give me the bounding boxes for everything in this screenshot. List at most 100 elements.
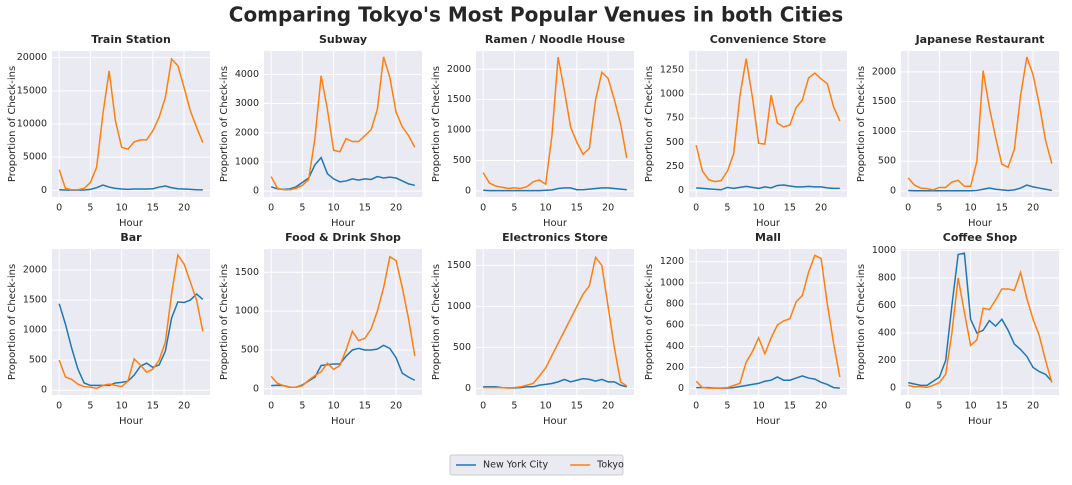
- y-tick-label: 200: [878, 355, 896, 366]
- y-tick-label: 2000: [235, 127, 259, 138]
- y-tick-label: 600: [666, 320, 684, 331]
- x-tick-label: 5: [724, 401, 730, 412]
- chart-title: Mall: [755, 231, 781, 244]
- x-tick-label: 0: [480, 401, 486, 412]
- chart-title: Train Station: [91, 33, 171, 46]
- x-tick-label: 5: [511, 401, 517, 412]
- series-line: [907, 56, 1053, 191]
- x-tick-label: 15: [359, 401, 371, 412]
- series-line: [58, 293, 204, 387]
- series-line: [696, 184, 840, 191]
- y-tick-label: 750: [666, 113, 684, 124]
- x-tick-label: 15: [571, 203, 583, 214]
- plot-area: [476, 51, 634, 197]
- x-axis-label: Hour: [543, 416, 568, 427]
- x-tick-label: 5: [299, 203, 305, 214]
- x-tick-label: 20: [390, 401, 402, 412]
- y-tick-label: 0: [678, 185, 684, 196]
- y-tick-label: 1500: [235, 267, 259, 278]
- legend-label: New York City: [483, 460, 549, 471]
- y-axis-label: Proportion of Check-ins: [7, 66, 18, 182]
- series-line: [482, 56, 628, 190]
- y-tick-label: 2000: [872, 66, 896, 77]
- y-tick-label: 5000: [23, 152, 47, 163]
- x-tick-label: 20: [602, 203, 614, 214]
- y-tick-label: 400: [878, 328, 896, 339]
- series-line: [483, 187, 627, 192]
- y-tick-label: 0: [465, 185, 471, 196]
- y-tick-label: 1000: [447, 125, 471, 136]
- x-tick-label: 0: [693, 401, 699, 412]
- y-tick-label: 1000: [872, 245, 896, 256]
- series-line: [908, 252, 1053, 387]
- y-tick-label: 0: [465, 383, 471, 394]
- y-axis-label: Proportion of Check-ins: [644, 264, 655, 380]
- series-line: [695, 254, 841, 389]
- y-tick-label: 1000: [447, 301, 471, 312]
- x-tick-label: 5: [936, 401, 942, 412]
- x-tick-label: 15: [147, 203, 159, 214]
- y-tick-label: 10000: [17, 119, 47, 130]
- y-tick-label: 2000: [23, 265, 47, 276]
- chart-title: Coffee Shop: [943, 231, 1018, 244]
- x-axis-label: Hour: [119, 218, 144, 229]
- y-tick-label: 1000: [235, 306, 259, 317]
- y-tick-label: 500: [666, 137, 684, 148]
- x-tick-label: 15: [784, 401, 796, 412]
- x-tick-label: 0: [905, 203, 911, 214]
- y-tick-label: 0: [41, 185, 47, 196]
- series-line: [58, 57, 204, 191]
- y-tick-label: 15000: [17, 85, 47, 96]
- y-tick-label: 0: [253, 186, 259, 197]
- legend: New York City Tokyo: [449, 454, 624, 476]
- chart-title: Japanese Restaurant: [915, 33, 1045, 46]
- y-tick-label: 500: [878, 156, 896, 167]
- y-tick-label: 500: [241, 344, 259, 355]
- x-tick-label: 20: [1027, 203, 1039, 214]
- chart-title: Electronics Store: [502, 231, 608, 244]
- y-tick-label: 2000: [447, 64, 471, 75]
- y-axis-label: Proportion of Check-ins: [856, 264, 867, 380]
- y-tick-label: 0: [890, 186, 896, 197]
- y-tick-label: 1000: [235, 156, 259, 167]
- y-tick-label: 800: [878, 272, 896, 283]
- y-tick-label: 4000: [235, 69, 259, 80]
- x-tick-label: 0: [56, 401, 62, 412]
- y-axis-label: Proportion of Check-ins: [856, 66, 867, 182]
- x-tick-label: 0: [268, 203, 274, 214]
- chart-title: Bar: [120, 231, 142, 244]
- y-tick-label: 1500: [872, 96, 896, 107]
- y-tick-label: 500: [29, 355, 47, 366]
- y-tick-label: 1000: [23, 325, 47, 336]
- y-tick-label: 1250: [660, 65, 684, 76]
- x-tick-label: 5: [936, 203, 942, 214]
- series-line: [270, 255, 416, 388]
- x-tick-label: 20: [178, 401, 190, 412]
- x-tick-label: 10: [540, 203, 552, 214]
- y-axis-label: Proportion of Check-ins: [219, 66, 230, 182]
- x-axis-label: Hour: [543, 218, 568, 229]
- series-line: [483, 255, 628, 389]
- x-tick-label: 10: [753, 203, 765, 214]
- y-tick-label: 3000: [235, 98, 259, 109]
- y-tick-label: 20000: [17, 52, 47, 63]
- y-tick-label: 800: [666, 299, 684, 310]
- x-tick-label: 0: [693, 203, 699, 214]
- x-axis-label: Hour: [331, 218, 356, 229]
- x-tick-label: 10: [540, 401, 552, 412]
- y-tick-label: 200: [666, 362, 684, 373]
- y-tick-label: 1000: [872, 126, 896, 137]
- x-tick-label: 0: [268, 401, 274, 412]
- y-tick-label: 600: [878, 300, 896, 311]
- series-line: [59, 184, 203, 191]
- x-tick-label: 15: [359, 203, 371, 214]
- x-tick-label: 20: [815, 203, 827, 214]
- x-tick-label: 5: [299, 401, 305, 412]
- x-tick-label: 15: [571, 401, 583, 412]
- x-tick-label: 5: [87, 203, 93, 214]
- series-line: [270, 156, 415, 191]
- x-tick-label: 10: [965, 203, 977, 214]
- y-tick-label: 1000: [660, 89, 684, 100]
- x-tick-label: 15: [996, 401, 1008, 412]
